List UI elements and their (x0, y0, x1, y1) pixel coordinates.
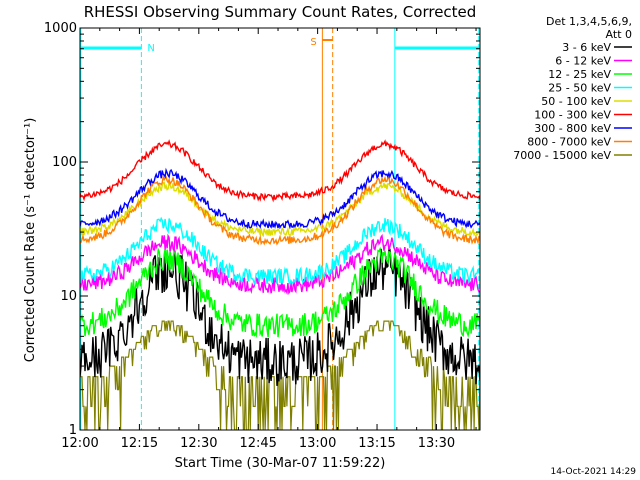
x-axis-label: Start Time (30-Mar-07 11:59:22) (175, 456, 386, 471)
generation-timestamp: 14-Oct-2021 14:29 (551, 467, 637, 477)
x-tick-label: 13:30 (418, 436, 455, 451)
series-line-4 (80, 216, 480, 287)
annotation-s: S (310, 37, 316, 48)
series-line-8 (80, 174, 480, 246)
y-axis-label: Corrected Count Rate (s⁻¹ detector⁻¹) (23, 118, 38, 363)
x-tick-label: 12:45 (239, 436, 276, 451)
x-axis: 12:00 12:15 12:30 12:45 13:00 13:15 13:30 (61, 28, 477, 451)
series-line-6 (80, 139, 480, 203)
legend-label: 300 - 800 keV (534, 122, 611, 135)
y-tick-label: 100 (52, 155, 77, 170)
series-line-7 (80, 167, 480, 230)
legend-label: 7000 - 15000 keV (513, 149, 611, 162)
chart-title: RHESSI Observing Summary Count Rates, Co… (84, 3, 477, 21)
plot-frame (79, 27, 481, 431)
legend-header: Det 1,3,4,5,6,9, (546, 15, 632, 28)
legend-label: 3 - 6 keV (562, 41, 611, 54)
series-line-2 (80, 233, 480, 296)
legend-label: 25 - 50 keV (548, 82, 611, 95)
x-tick-label: 12:15 (121, 436, 158, 451)
y-tick-label: 1000 (44, 21, 77, 36)
y-tick-label: 1 (69, 423, 77, 438)
plot-area: NS (79, 27, 481, 431)
legend-label: 800 - 7000 keV (527, 136, 611, 149)
legend-label: 100 - 300 keV (534, 109, 611, 122)
series-line-9 (80, 320, 480, 430)
legend-label: 50 - 100 keV (541, 95, 611, 108)
y-tick-label: 10 (60, 289, 77, 304)
legend-header: Att 0 (606, 28, 632, 41)
x-tick-label: 13:00 (299, 436, 336, 451)
x-tick-label: 13:15 (358, 436, 395, 451)
x-tick-label: 12:30 (180, 436, 217, 451)
legend-label: 6 - 12 keV (555, 55, 611, 68)
annotation-n: N (147, 43, 154, 54)
y-axis: 1 10 100 1000 (44, 21, 480, 438)
x-tick-label: 12:00 (61, 436, 98, 451)
legend-label: 12 - 25 keV (548, 68, 611, 81)
series-line-3 (80, 246, 480, 339)
